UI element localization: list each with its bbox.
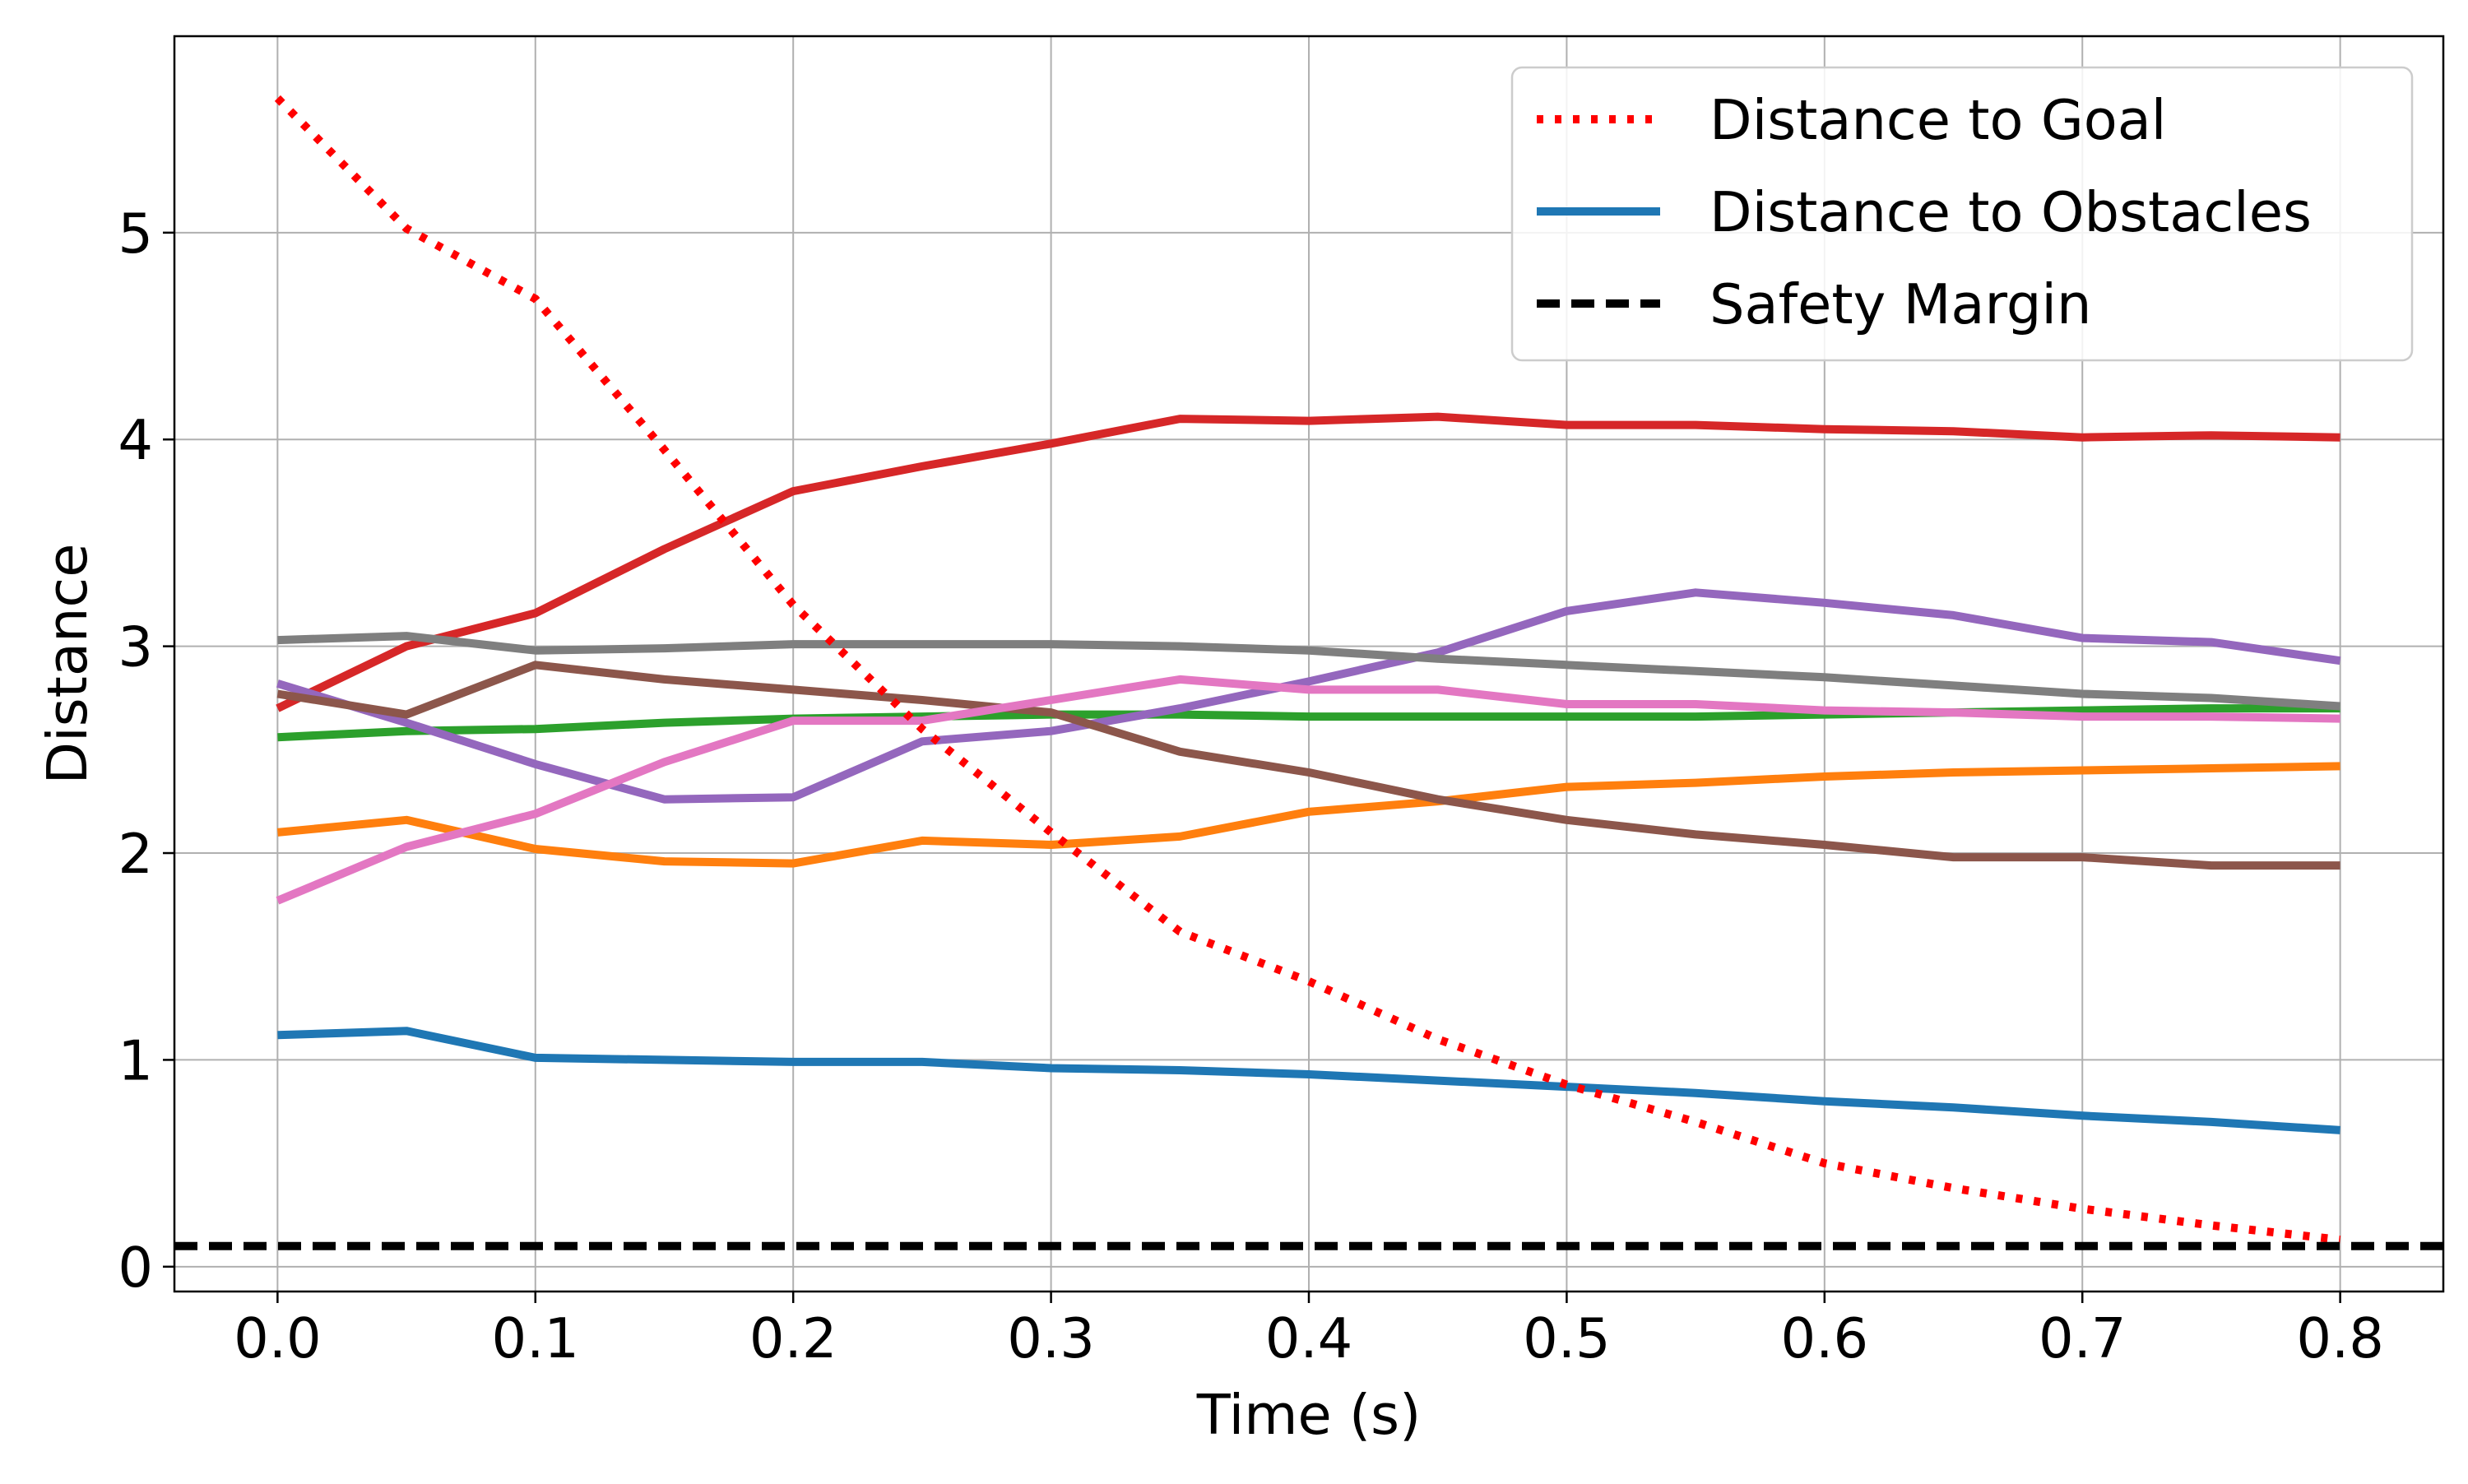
legend: Distance to Goal Distance to Obstacles Saf… [1510,66,2414,362]
axis-ticks: 0.0 0.1 0.2 0.3 0.4 0.5 0.6 0.7 0.8 0 1 2 3 4 5 [118,202,2384,1370]
x-tick-label-1: 0.1 [491,1306,579,1370]
y-tick-label-0: 0 [118,1236,153,1300]
x-tick-label-7: 0.7 [2039,1306,2127,1370]
legend-label-0: Distance to Goal [1710,88,2166,152]
y-tick-label-1: 1 [118,1028,153,1092]
legend-label-1: Distance to Obstacles [1710,180,2312,244]
y-tick-label-2: 2 [118,822,153,886]
x-tick-label-5: 0.5 [1523,1306,1611,1370]
legend-label-2: Safety Margin [1710,272,2091,336]
series-line-1 [277,1027,2340,1134]
series-line-2 [276,762,2340,868]
series-layer [274,95,2341,1245]
series-line-4 [276,412,2340,712]
y-axis-label: Distance [35,544,100,785]
legend-entry-goal: Distance to Goal [1537,88,2166,152]
x-tick-label-2: 0.2 [749,1306,837,1370]
series-line-8 [277,632,2340,711]
y-tick-label-4: 4 [118,408,153,472]
x-tick-label-0: 0.0 [234,1306,322,1370]
x-tick-label-3: 0.3 [1007,1306,1095,1370]
x-tick-label-4: 0.4 [1265,1306,1353,1370]
series-line-5 [276,588,2341,804]
y-tick-label-5: 5 [118,202,153,266]
series-line-6 [276,661,2340,870]
x-axis-label: Time (s) [1196,1383,1421,1447]
series-line-7 [276,675,2340,905]
legend-entry-obstacles: Distance to Obstacles [1537,180,2312,244]
legend-frame [1510,66,2414,362]
x-tick-label-8: 0.8 [2296,1306,2384,1370]
legend-entry-safety-margin: Safety Margin [1537,272,2091,336]
y-tick-label-3: 3 [118,615,153,679]
x-tick-label-6: 0.6 [1781,1306,1869,1370]
